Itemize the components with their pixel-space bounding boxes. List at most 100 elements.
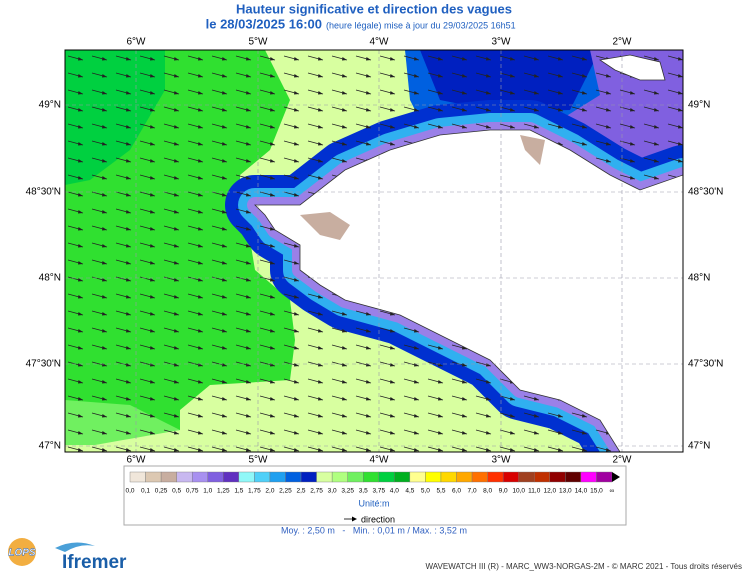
stats: Moy. : 2,50 m - Min. : 0,01 m / Max. : 3… [281,525,467,535]
legend-swatch [191,471,208,483]
legend-arrow [612,472,620,482]
legend-swatch [300,471,317,483]
legend-label: 5,0 [421,488,430,495]
legend-label: 3,75 [372,488,385,495]
legend-swatch [331,471,348,483]
legend-label: 13,0 [559,488,572,495]
lon-label: 2°W [613,37,633,48]
logo-wave [55,542,95,552]
legend-label: 4,0 [390,488,399,495]
grid: 6°W 6°W 5°W 5°W 4°W 4°W 3°W 3°W 2°W 2°W 49°N 49°N 48… [26,37,724,466]
lon-label: 5°W [249,37,269,48]
legend-swatch [518,471,535,483]
lon-label: 3°W [492,455,512,466]
direction-arrow-head [352,516,357,522]
unit: Unité:m [358,498,389,508]
legend-label: 6,0 [452,488,461,495]
lon-label: 6°W [127,37,147,48]
legend-swatch [347,471,364,483]
legend-label: 1,25 [217,488,230,495]
legend-swatch [145,471,162,483]
lat-label: 47°N [688,441,710,452]
lon-label: 4°W [370,37,390,48]
lon-label: 3°W [492,37,512,48]
legend-swatch [471,471,488,483]
legend-label: 2,75 [310,488,323,495]
legend-label: 0,0 [125,488,134,495]
legend-label: 15,0 [590,488,603,495]
land [254,129,683,452]
legend-label: 1,0 [203,488,212,495]
legend-swatch [440,471,457,483]
lon-label: 4°W [370,455,390,466]
legend-swatch [565,471,582,483]
legend-swatch [425,471,442,483]
legend-swatch [207,471,224,483]
lat-label: 48°N [688,273,710,284]
legend: 0,0 0,1 0,25 0,5 0,75 1,0 1,25 1,5 1,75 2,0 2,25 2,… [125,471,620,495]
legend-label: 10,0 [512,488,525,495]
legend-label: 0,25 [155,488,168,495]
legend-label: 1,75 [248,488,261,495]
legend-label: 14,0 [575,488,588,495]
land-cotentin [598,54,666,81]
legend-swatch [456,471,473,483]
lon-label: 2°W [613,455,633,466]
legend-label: 8,0 [483,488,492,495]
legend-swatch [580,471,597,483]
logo-lops-bg [8,538,36,566]
lat-label: 49°N [39,100,61,111]
legend-swatch [394,471,411,483]
legend-label: 2,0 [265,488,274,495]
lat-label: 49°N [688,100,710,111]
update: (heure légale) mise à jour du 29/03/2025… [326,20,516,30]
legend-swatch [160,471,177,483]
legend-label: 0,1 [141,488,150,495]
legend-swatch [129,471,146,483]
title: Hauteur significative et direction des v… [236,1,512,16]
direction-label: direction [361,514,395,524]
legend-swatch [409,471,426,483]
legend-label: 0,5 [172,488,181,495]
legend-swatch [549,471,566,483]
legend-label: 5,5 [436,488,445,495]
legend-swatch [378,471,395,483]
lat-label: 48°30'N [688,187,723,198]
legend-label: 11,0 [528,488,541,495]
legend-swatch [269,471,286,483]
legend-label: 7,0 [468,488,477,495]
legend-swatch [254,471,271,483]
legend-label: 2,5 [297,488,306,495]
date: le 28/03/2025 16:00 [206,16,322,31]
credit: WAVEWATCH III (R) - MARC_WW3-NORGAS-2M -… [426,562,742,571]
map [65,50,683,452]
estuary [300,135,545,240]
lat-label: 48°30'N [26,187,61,198]
legend-label: 0,75 [186,488,199,495]
legend-swatch [534,471,551,483]
lat-label: 47°N [39,441,61,452]
legend-swatch [316,471,333,483]
legend-label: 2,25 [279,488,292,495]
legend-label: 3,25 [341,488,354,495]
legend-label: 12,0 [543,488,556,495]
legend-swatch [285,471,302,483]
legend-swatch [487,471,504,483]
lat-label: 47°30'N [688,359,723,370]
legend-label: ∞ [610,488,615,495]
legend-swatch [238,471,255,483]
legend-label: 3,0 [328,488,337,495]
legend-swatch [223,471,240,483]
legend-label: 4,5 [405,488,414,495]
legend-label: 9,0 [499,488,508,495]
legend-swatch [502,471,519,483]
legend-swatch [596,471,613,483]
logo-lops: LOPS [8,548,36,559]
lat-label: 48°N [39,273,61,284]
map-frame [64,49,684,453]
lon-label: 5°W [249,455,269,466]
lon-label: 6°W [127,455,147,466]
logo-ifremer: Ifremer [62,552,127,573]
legend-label: 1,5 [234,488,243,495]
